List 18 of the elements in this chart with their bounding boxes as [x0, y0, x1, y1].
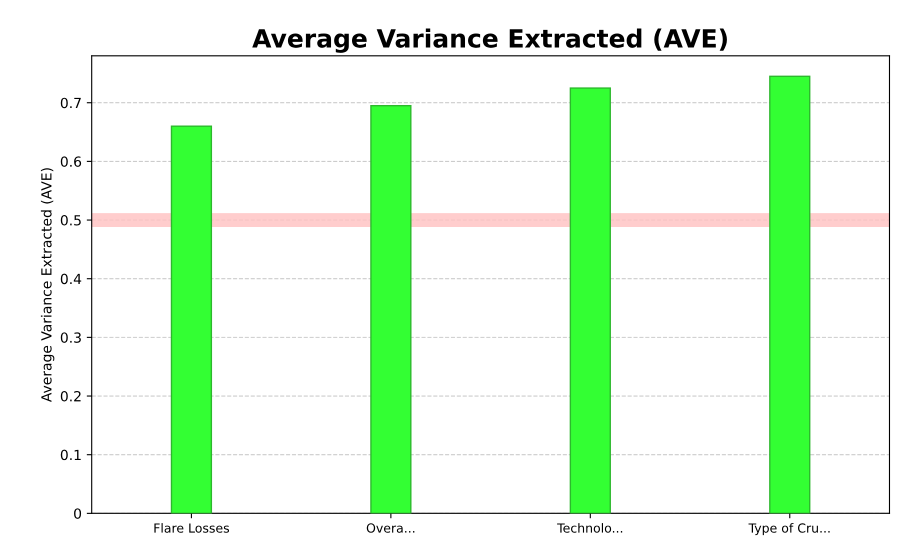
y-tick-label: 0.7: [60, 98, 81, 108]
x-tick-label: Technolo...: [557, 523, 622, 533]
bar: [370, 104, 412, 514]
y-axis-title: Average Variance Extracted (AVE): [40, 168, 54, 402]
y-tick-label: 0: [74, 508, 82, 519]
y-tick-label: 0.1: [60, 450, 81, 460]
x-tick-label: Flare Losses: [154, 523, 230, 533]
y-tick-label: 0.3: [60, 332, 81, 343]
x-tick-label: Overa...: [366, 523, 414, 533]
chart-title: Average Variance Extracted (AVE): [252, 28, 727, 53]
bar: [570, 87, 611, 514]
bar: [170, 126, 212, 514]
bar: [769, 76, 810, 514]
y-tick-label: 0.4: [60, 274, 82, 284]
y-tick-label: 0.6: [60, 156, 82, 167]
y-tick-label: 0.5: [60, 215, 81, 226]
x-tick-label: Type of Cru...: [748, 523, 830, 536]
y-tick-label: 0.2: [60, 391, 81, 402]
